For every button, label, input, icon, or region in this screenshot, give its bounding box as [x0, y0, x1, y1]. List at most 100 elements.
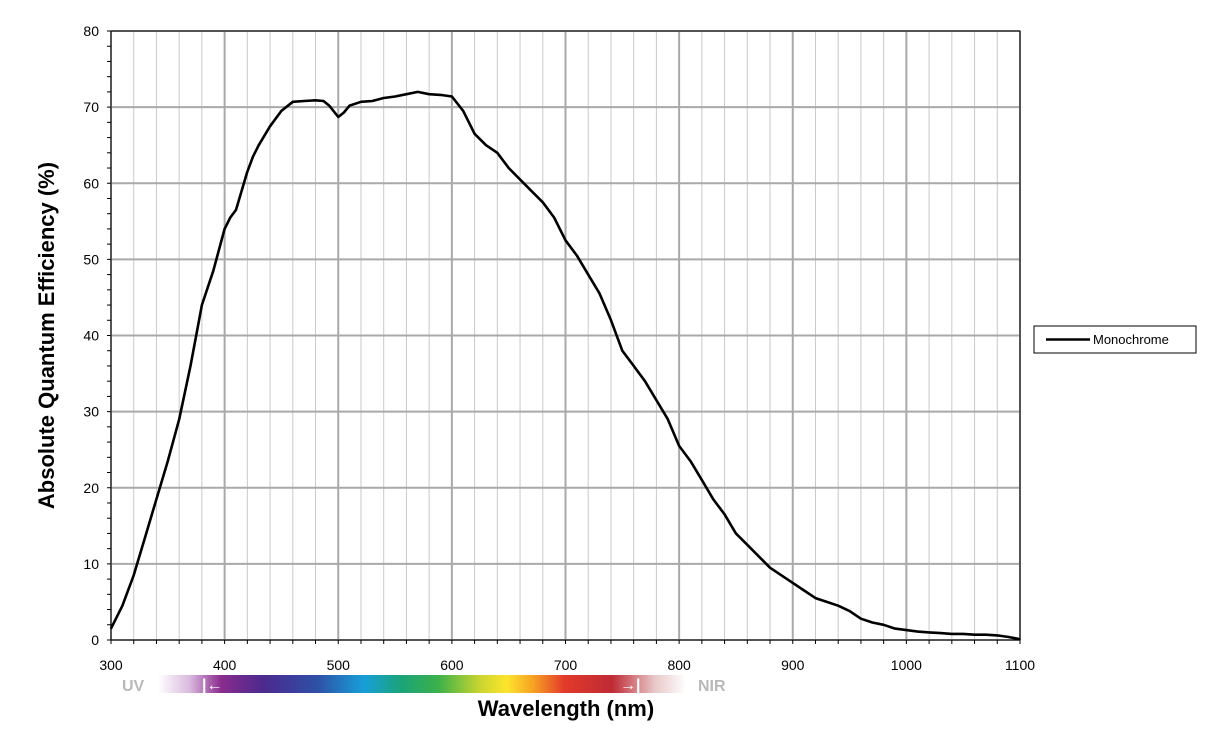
data-point	[712, 498, 714, 501]
data-point	[871, 621, 874, 624]
data-point	[905, 629, 908, 631]
data-point	[132, 574, 135, 577]
data-point	[814, 597, 817, 599]
data-point	[587, 273, 589, 276]
data-point	[201, 304, 203, 306]
legend: Monochrome	[1033, 325, 1197, 354]
data-point	[894, 627, 896, 630]
x-tick-label: 1000	[891, 657, 922, 673]
y-tick-label: 80	[83, 23, 99, 39]
grid-lines	[110, 30, 1021, 641]
data-point	[951, 633, 953, 635]
data-point	[530, 190, 533, 192]
x-tick-label: 600	[440, 657, 464, 673]
data-point	[576, 254, 578, 257]
y-tick-label: 70	[83, 99, 99, 115]
x-tick-label: 1100	[1005, 657, 1035, 673]
y-tick-label: 40	[83, 328, 99, 344]
data-point	[1007, 636, 1010, 638]
data-point	[382, 97, 385, 99]
data-point	[328, 104, 331, 107]
data-point	[916, 630, 919, 633]
data-point	[439, 94, 442, 96]
x-tick-label: 500	[327, 657, 351, 673]
data-point	[496, 152, 499, 154]
uv-boundary-arrow-icon: |←	[202, 677, 222, 694]
x-tick-label: 400	[213, 657, 237, 673]
data-point	[428, 93, 430, 95]
data-point	[337, 116, 340, 118]
data-point	[792, 582, 794, 584]
data-point	[996, 634, 999, 637]
data-point	[257, 144, 260, 146]
data-point	[701, 479, 703, 481]
data-point	[973, 633, 976, 636]
series-line-monochrome	[109, 90, 1021, 641]
data-point	[417, 91, 419, 93]
data-point	[507, 167, 510, 169]
data-point	[928, 631, 930, 634]
y-axis-title: Absolute Quantum Efficiency (%)	[34, 162, 59, 509]
data-point	[314, 99, 317, 102]
data-point	[473, 133, 476, 135]
data-point	[757, 555, 760, 558]
data-point	[280, 110, 283, 112]
x-tick-label: 900	[781, 657, 805, 673]
data-point	[252, 155, 254, 158]
data-point	[235, 209, 237, 211]
data-point	[322, 100, 325, 102]
data-point	[735, 532, 737, 535]
data-point	[121, 604, 124, 607]
data-point	[678, 445, 680, 447]
data-point	[519, 178, 521, 181]
data-point	[155, 498, 158, 501]
data-point	[485, 144, 487, 146]
y-tick-label: 30	[83, 404, 99, 420]
y-tick-label: 60	[83, 175, 99, 191]
y-tick-labels: 0 10 20 30 40 50 60 70 80	[83, 23, 99, 648]
data-point	[553, 216, 555, 219]
data-point	[246, 171, 249, 173]
data-point	[343, 111, 345, 114]
data-point	[848, 610, 851, 612]
data-point	[394, 95, 396, 98]
data-point	[962, 633, 964, 635]
data-point	[223, 228, 226, 230]
data-point	[826, 601, 828, 603]
data-point	[723, 513, 726, 516]
data-point	[667, 418, 669, 421]
data-point	[451, 95, 453, 98]
data-point	[292, 101, 294, 103]
data-point	[610, 319, 612, 322]
uv-label: UV	[122, 678, 145, 695]
data-point	[564, 239, 567, 242]
nir-boundary-arrow-icon: →|	[620, 677, 640, 694]
data-point	[689, 460, 692, 462]
x-tick-label: 800	[667, 657, 691, 673]
data-point	[598, 292, 601, 295]
data-point	[462, 110, 465, 112]
data-point	[803, 589, 805, 592]
legend-entry-monochrome: Monochrome	[1093, 332, 1169, 347]
data-point	[882, 624, 885, 626]
data-point	[939, 632, 942, 634]
data-point	[303, 100, 306, 102]
data-point	[371, 100, 374, 102]
data-point	[769, 566, 771, 569]
x-axis-title: Wavelength (nm)	[478, 696, 654, 721]
data-point	[360, 101, 362, 103]
y-tick-label: 20	[83, 480, 99, 496]
x-tick-label: 700	[554, 657, 578, 673]
y-tick-label: 10	[83, 556, 99, 572]
series-layer	[109, 90, 1021, 641]
data-point	[780, 574, 783, 577]
data-point	[110, 627, 112, 630]
data-point	[269, 125, 271, 127]
data-point	[1019, 638, 1021, 640]
legend-box	[1033, 325, 1197, 354]
data-point	[195, 334, 197, 337]
data-point	[189, 365, 192, 367]
data-point	[229, 216, 232, 219]
data-point	[837, 604, 839, 607]
